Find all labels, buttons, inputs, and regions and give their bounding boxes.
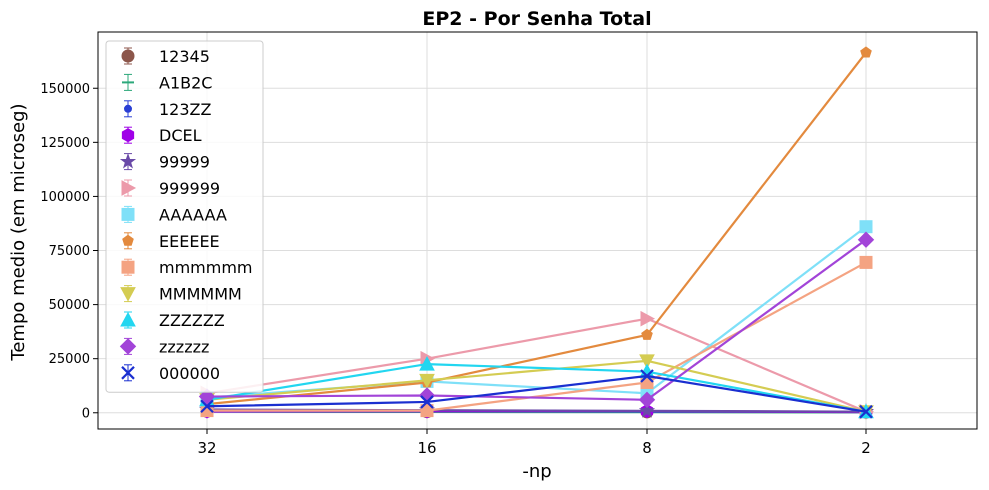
legend-label: AAAAAA <box>159 205 227 224</box>
data-point <box>420 395 434 409</box>
data-point <box>122 234 134 246</box>
y-tick-label: 125000 <box>40 136 90 151</box>
plot-frame <box>97 31 978 430</box>
x-tick-label: 32 <box>197 439 216 457</box>
data-point <box>419 356 435 371</box>
series-line <box>206 238 867 401</box>
chart-title: EP2 - Por Senha Total <box>422 8 651 30</box>
x-tick-label: 16 <box>417 439 436 457</box>
data-point <box>420 404 434 418</box>
data-point <box>859 404 873 419</box>
x-tick-label: 2 <box>861 439 871 457</box>
data-point <box>119 338 137 355</box>
series-line <box>206 317 867 413</box>
data-point <box>120 287 136 302</box>
data-point <box>638 402 656 418</box>
legend-label: 999999 <box>159 179 220 198</box>
legend-label: 99999 <box>159 153 210 172</box>
legend-entry: AAAAAA <box>121 205 227 224</box>
series-line <box>206 51 867 406</box>
legend-label: 123ZZ <box>159 100 212 119</box>
legend-label: DCEL <box>159 126 202 145</box>
data-point <box>640 375 654 389</box>
series-line <box>206 374 867 413</box>
series-line <box>206 359 867 413</box>
data-point <box>859 255 873 269</box>
data-point <box>198 388 216 405</box>
legend-label: A1B2C <box>159 73 212 92</box>
x-axis-label: -np <box>522 461 551 482</box>
data-point <box>121 366 135 380</box>
data-point <box>640 310 656 327</box>
legend-entry: DCEL <box>121 126 202 145</box>
legend-entry: 123ZZ <box>124 100 212 119</box>
legend-entry: mmmmmm <box>121 258 253 277</box>
y-tick-label: 100000 <box>40 190 90 205</box>
legend-label: 12345 <box>159 47 210 66</box>
data-point <box>120 311 136 327</box>
legend-label: ZZZZZZ <box>159 311 225 330</box>
data-point <box>121 49 135 63</box>
data-point <box>859 220 873 234</box>
data-point <box>121 128 135 143</box>
data-point <box>121 207 135 221</box>
y-tick-label: 75000 <box>49 244 90 259</box>
legend-label: mmmmmm <box>159 258 253 277</box>
series-line <box>206 362 867 413</box>
legend-entry: zzzzzz <box>119 337 209 356</box>
legend-label: zzzzzz <box>159 337 209 356</box>
legend-entry: 12345 <box>121 47 210 66</box>
data-point <box>639 354 655 369</box>
data-point <box>640 369 654 383</box>
legend-label: EEEEEE <box>159 232 220 251</box>
legend-box <box>105 40 264 393</box>
data-point <box>121 180 137 196</box>
legend-entry: 000000 <box>121 364 220 383</box>
series-000000 <box>200 369 873 419</box>
y-tick-label: 50000 <box>49 298 90 313</box>
legend-label: 000000 <box>159 364 220 383</box>
data-point <box>860 46 872 58</box>
legend-label: MMMMMM <box>159 285 242 304</box>
y-tick-label: 0 <box>82 406 90 421</box>
legend-entry: A1B2C <box>122 73 212 92</box>
legend-entry: MMMMMM <box>120 285 242 304</box>
x-tick-label: 8 <box>642 439 652 457</box>
y-axis-label: Tempo medio (em microseg) <box>8 103 29 361</box>
data-point <box>419 373 435 389</box>
data-point <box>119 153 137 169</box>
data-point <box>200 399 214 414</box>
data-point <box>124 104 132 113</box>
legend-entry: 999999 <box>121 179 220 198</box>
legend-entry: EEEEEE <box>122 232 220 251</box>
legend-entry: ZZZZZZ <box>120 311 225 330</box>
legend: 12345A1B2C123ZZDCEL99999999999AAAAAAEEEE… <box>105 40 264 393</box>
y-tick-label: 150000 <box>40 82 90 97</box>
data-point <box>121 260 135 274</box>
y-tick-label: 25000 <box>49 352 90 367</box>
data-point <box>638 391 656 409</box>
data-point <box>641 328 653 340</box>
data-point <box>857 231 875 248</box>
legend-entry: 99999 <box>119 153 210 172</box>
